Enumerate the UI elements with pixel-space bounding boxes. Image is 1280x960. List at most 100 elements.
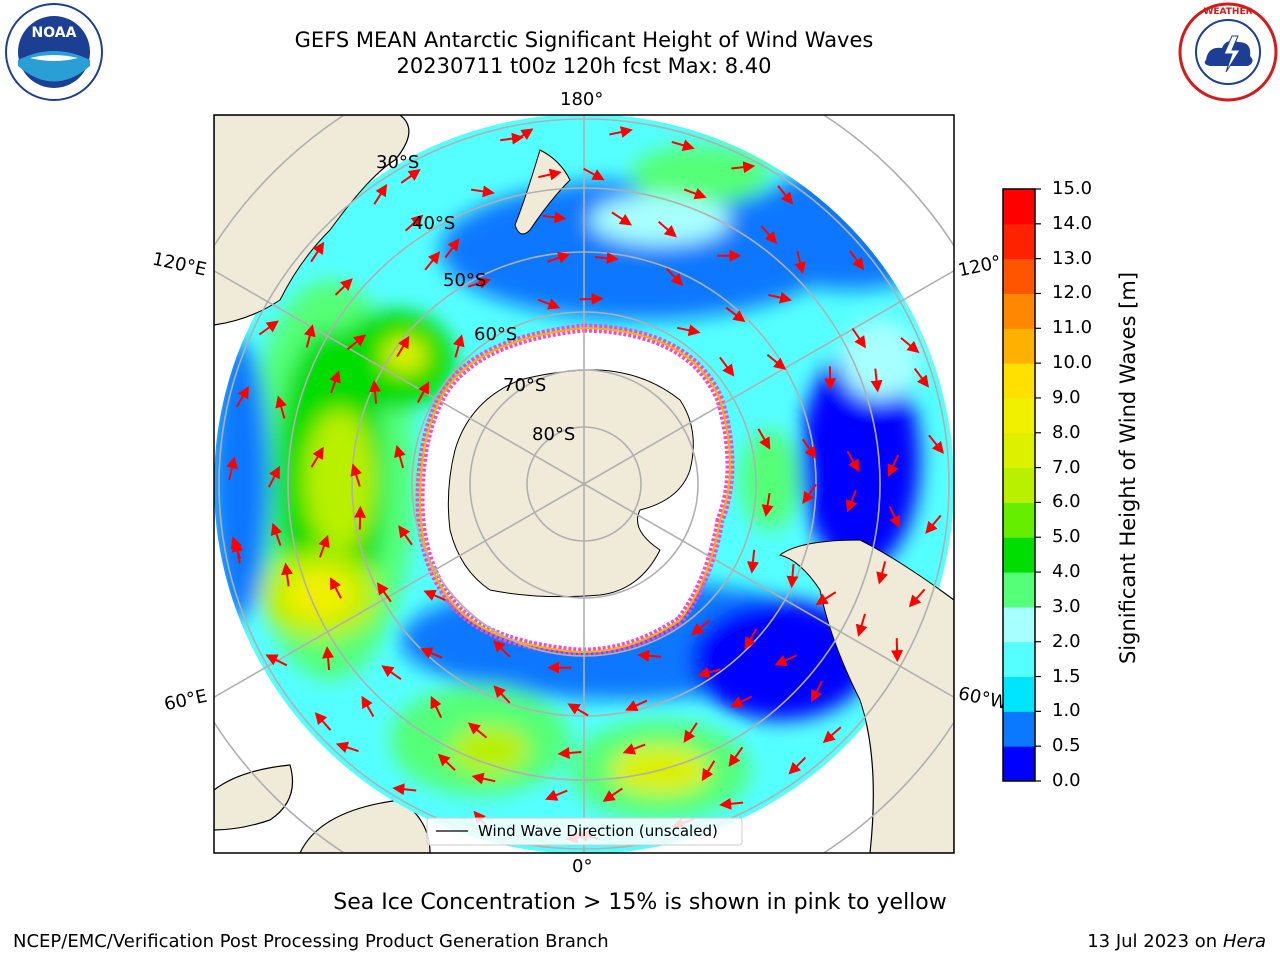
wind-wave-arrow (303, 324, 316, 348)
wind-wave-arrow (594, 252, 619, 265)
colorbar-tick-label: 13.0 (1052, 247, 1093, 269)
wind-wave-arrow (900, 337, 920, 354)
colorbar-tick-label: 1.5 (1052, 665, 1081, 687)
wind-wave-arrow (270, 522, 283, 546)
colorbar-cell (1003, 676, 1035, 712)
wind-wave-arrow (925, 514, 942, 534)
footer-host: Hera (1222, 931, 1266, 952)
wind-wave-arrow (768, 291, 792, 304)
lat-label-50s: 50°S (443, 270, 487, 291)
wind-wave-arrow (376, 582, 392, 603)
wind-wave-arrow (855, 613, 868, 637)
graticule (214, 115, 954, 853)
wind-wave-arrow (470, 185, 495, 198)
wind-wave-arrow (845, 489, 858, 513)
footer-date: 13 Jul 2023 on Hera (1087, 931, 1266, 952)
lon-label-0: 0° (572, 856, 593, 877)
colorbar-cell (1003, 746, 1035, 782)
wind-wave-arrow (777, 185, 794, 205)
colorbar-cell (1003, 467, 1035, 503)
wind-wave-arrow (815, 591, 837, 606)
map-legend (426, 817, 743, 846)
colorbar-tick-label: 0.5 (1052, 735, 1081, 757)
wind-wave-arrow (822, 726, 842, 744)
colorbar-cell (1003, 223, 1035, 260)
wind-wave-arrow (235, 386, 249, 408)
lat-label-80s: 80°S (532, 424, 576, 445)
colorbar-cell (1003, 293, 1035, 329)
colorbar-tick-label: 2.0 (1052, 630, 1081, 652)
wind-wave-arrow (322, 646, 335, 671)
wind-wave-arrow (230, 536, 243, 560)
wind-wave-arrow (802, 483, 817, 504)
colorbar-cell (1003, 711, 1035, 747)
wind-wave-arrow (369, 379, 382, 404)
wind-wave-arrow (691, 619, 711, 636)
wind-wave-arrow (467, 277, 492, 289)
colorbar-tick-label: 14.0 (1052, 212, 1093, 234)
wind-wave-arrow (537, 298, 561, 310)
wind-wave-arrow (766, 354, 787, 370)
colorbar-cell (1003, 328, 1035, 364)
wind-wave-arrow (424, 251, 441, 271)
colorbar-tick-label: 0.0 (1052, 770, 1081, 791)
wind-wave-arrow (671, 139, 695, 152)
colorbar-cell (1003, 189, 1035, 225)
wind-wave-arrow (318, 534, 330, 558)
wind-wave-arrow (665, 267, 684, 286)
wind-wave-arrow (761, 493, 774, 517)
wind-wave-arrow (335, 741, 359, 754)
wind-wave-arrow (774, 654, 797, 666)
wind-wave-arrow (330, 577, 342, 599)
wind-wave-arrow (786, 564, 799, 589)
colorbar-tick-label: 5.0 (1052, 526, 1081, 548)
colorbar-cell (1003, 432, 1035, 469)
wind-wave-arrow (794, 250, 806, 275)
wind-wave-arrow (683, 188, 707, 200)
wind-wave-arrow (545, 789, 568, 801)
wind-wave-arrow (512, 128, 534, 143)
wind-wave-arrow (676, 324, 701, 337)
wind-wave-arrow (908, 588, 926, 608)
wind-wave-arrow (744, 628, 758, 650)
wind-wave-arrow (500, 132, 524, 145)
wind-wave-arrow (730, 695, 753, 708)
wind-wave-arrow (437, 753, 456, 771)
wind-wave-arrow (334, 278, 353, 296)
svg-text:WEATHER: WEATHER (1203, 7, 1252, 17)
wind-wave-arrow (281, 562, 293, 587)
wind-wave-arrow (876, 561, 888, 585)
wind-wave-arrow (538, 168, 562, 181)
wind-wave-arrow (314, 712, 332, 731)
wind-wave-arrow (725, 306, 746, 323)
wind-wave-arrow (891, 638, 904, 663)
map-frame (213, 114, 955, 854)
colorbar-tick-label: 8.0 (1052, 421, 1081, 443)
wind-wave-arrow (622, 743, 646, 755)
colorbar-tick-label: 1.0 (1052, 700, 1081, 722)
colorbar-cell (1003, 258, 1035, 294)
lat-label-40s: 40°S (412, 213, 456, 234)
colorbar-cell (1003, 363, 1035, 399)
wind-wave-arrow (547, 252, 571, 264)
wind-wave-arrow (471, 772, 496, 785)
wind-wave-arrow (346, 334, 367, 351)
wind-wave-arrow (430, 695, 443, 719)
colorbar-tick-label: 10.0 (1052, 352, 1093, 374)
wind-wave-arrow (492, 639, 511, 658)
wind-wave-arrow (396, 335, 410, 358)
wind-wave-arrow (731, 161, 756, 174)
colorbar-tick-label: 15.0 (1052, 178, 1093, 199)
wind-wave-arrow (265, 654, 288, 667)
wind-wave-arrow (394, 444, 406, 469)
wind-wave-arrow (275, 395, 287, 419)
wind-wave-arrow (657, 221, 677, 238)
noaa-logo: NOAA (5, 3, 103, 101)
wind-wave-arrow (557, 747, 582, 759)
wind-wave-arrow (602, 787, 623, 802)
wind-wave-arrow (493, 685, 511, 704)
colorbar-tick-label: 3.0 (1052, 595, 1081, 617)
wind-wave-arrow (329, 370, 341, 394)
wind-wave-arrow (310, 446, 324, 468)
svg-text:NOAA: NOAA (32, 25, 77, 41)
